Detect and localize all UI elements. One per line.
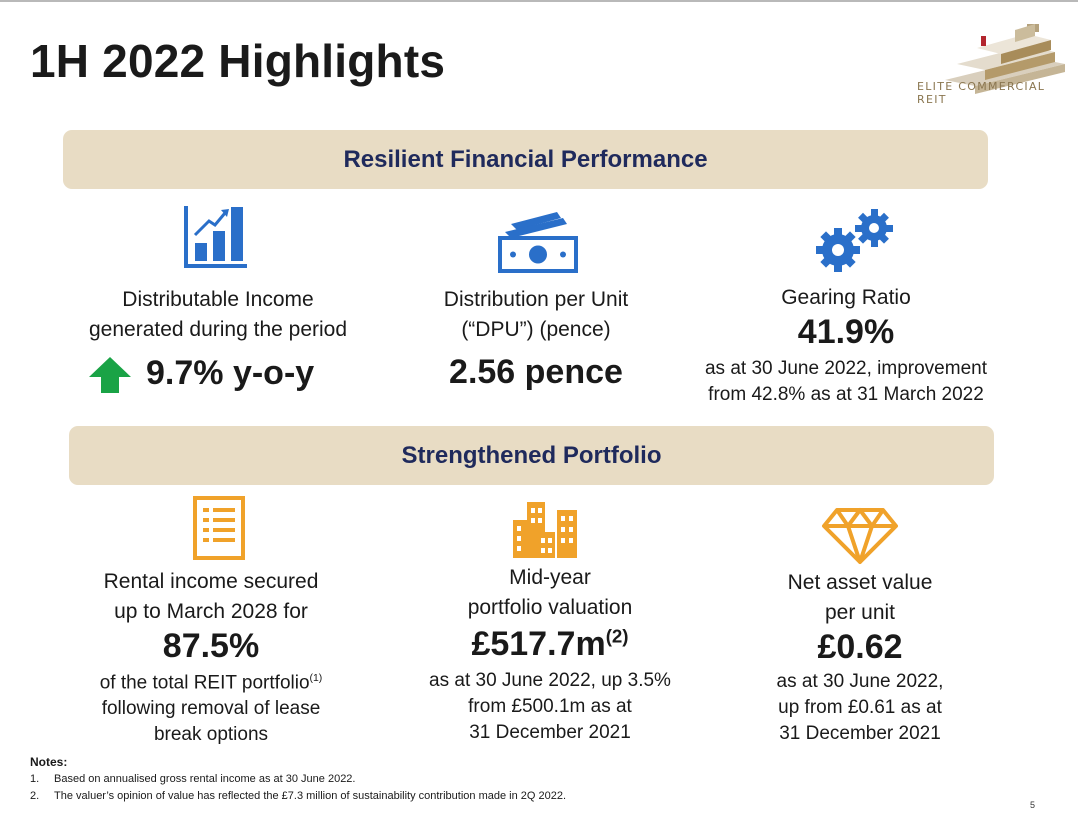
card-subtext: of the total REIT portfolio(1) — [99, 672, 323, 694]
card-subtext: 31 December 2021 — [469, 722, 631, 743]
logo-text: ELITE COMMERCIAL REIT — [917, 80, 1046, 106]
card-label: Mid-year — [509, 566, 591, 589]
document-list-icon — [193, 496, 245, 560]
valuation-value: £517.7m(2) — [471, 625, 629, 663]
card-label: Distribution per Unit — [443, 288, 629, 311]
card-subtext: as at 30 June 2022, improvement — [704, 358, 987, 379]
gears-icon — [816, 209, 893, 272]
footnote-ref: (2) — [605, 625, 629, 647]
top-rule — [0, 0, 1078, 2]
footnotes: Notes: 1. Based on annualised gross renta… — [30, 754, 566, 805]
dpu-card: Distribution per Unit (“DPU”) (pence) 2.… — [405, 285, 667, 392]
nav-value: £0.62 — [817, 628, 903, 666]
page-number: 5 — [1030, 800, 1036, 810]
nav-per-unit-card: Net asset value per unit £0.62 as at 30 … — [712, 568, 1008, 747]
banner-heading: Strengthened Portfolio — [401, 441, 662, 469]
banner-heading: Resilient Financial Performance — [343, 145, 708, 173]
rental-income-value: 87.5% — [162, 627, 260, 665]
cash-icon — [498, 212, 578, 273]
distributable-income-value: 9.7% y-o-y — [146, 354, 315, 392]
bar-chart-icon — [184, 206, 247, 268]
card-label: generated during the period — [88, 318, 348, 341]
rental-income-card: Rental income secured up to March 2028 f… — [62, 567, 360, 748]
company-logo — [945, 24, 1065, 94]
card-subtext: as at 30 June 2022, — [776, 671, 944, 692]
card-label: Rental income secured — [103, 570, 319, 593]
card-label: per unit — [824, 601, 896, 624]
footnote-ref: (1) — [309, 673, 323, 684]
notes-heading: Notes: — [30, 755, 68, 769]
card-label: Gearing Ratio — [781, 286, 911, 309]
card-subtext: from £500.1m as at — [468, 696, 632, 717]
card-subtext: as at 30 June 2022, up 3.5% — [429, 670, 671, 691]
dpu-value: 2.56 pence — [449, 353, 623, 391]
note-item: 2. The valuer’s opinion of value has refl… — [30, 790, 567, 802]
gearing-ratio-card: Gearing Ratio 41.9% as at 30 June 2022, … — [688, 283, 1004, 408]
card-label: (“DPU”) (pence) — [461, 318, 611, 341]
strengthened-portfolio-banner: Strengthened Portfolio — [69, 426, 994, 485]
card-subtext: 31 December 2021 — [779, 723, 941, 744]
card-subtext: break options — [153, 724, 269, 746]
financial-performance-banner: Resilient Financial Performance — [63, 130, 988, 189]
gearing-value: 41.9% — [797, 313, 895, 351]
card-label: portfolio valuation — [467, 596, 633, 619]
card-label: up to March 2028 for — [114, 600, 308, 623]
card-subtext: following removal of lease — [101, 698, 321, 720]
distributable-income-card: Distributable Income generated during th… — [60, 285, 376, 345]
card-label: Net asset value — [787, 571, 933, 594]
card-subtext: from 42.8% as at 31 March 2022 — [708, 384, 984, 405]
page-title: 1H 2022 Highlights — [30, 35, 446, 87]
card-subtext: up from £0.61 as at — [778, 697, 942, 718]
note-item: 1. Based on annualised gross rental incom… — [30, 773, 356, 785]
portfolio-valuation-card: Mid-year portfolio valuation £517.7m(2) … — [400, 563, 700, 746]
buildings-icon — [513, 502, 577, 558]
diamond-icon — [822, 508, 898, 564]
up-arrow-icon — [89, 357, 131, 393]
card-label: Distributable Income — [122, 288, 314, 311]
